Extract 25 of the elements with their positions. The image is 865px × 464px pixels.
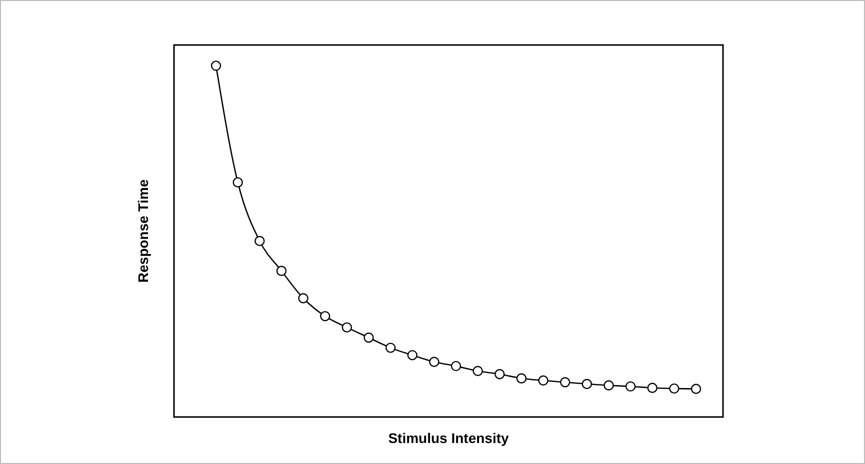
point <box>450 360 462 372</box>
point <box>429 356 440 367</box>
point <box>647 382 658 393</box>
point <box>342 322 352 333</box>
point <box>320 311 330 322</box>
y-axis-title: Response Time <box>135 179 151 283</box>
point <box>254 236 265 246</box>
point <box>407 350 418 360</box>
point <box>210 60 222 71</box>
point <box>582 378 592 390</box>
point <box>364 332 374 343</box>
point <box>494 369 505 380</box>
point <box>538 375 548 386</box>
point <box>298 293 308 304</box>
point <box>690 384 702 394</box>
point <box>385 342 396 353</box>
point <box>604 380 614 390</box>
x-axis-title: Stimulus Intensity <box>388 430 509 446</box>
point <box>669 383 680 394</box>
point <box>276 266 287 276</box>
point <box>625 381 636 392</box>
point <box>232 177 243 188</box>
point <box>516 373 527 384</box>
point <box>472 366 483 376</box>
point <box>560 377 570 388</box>
